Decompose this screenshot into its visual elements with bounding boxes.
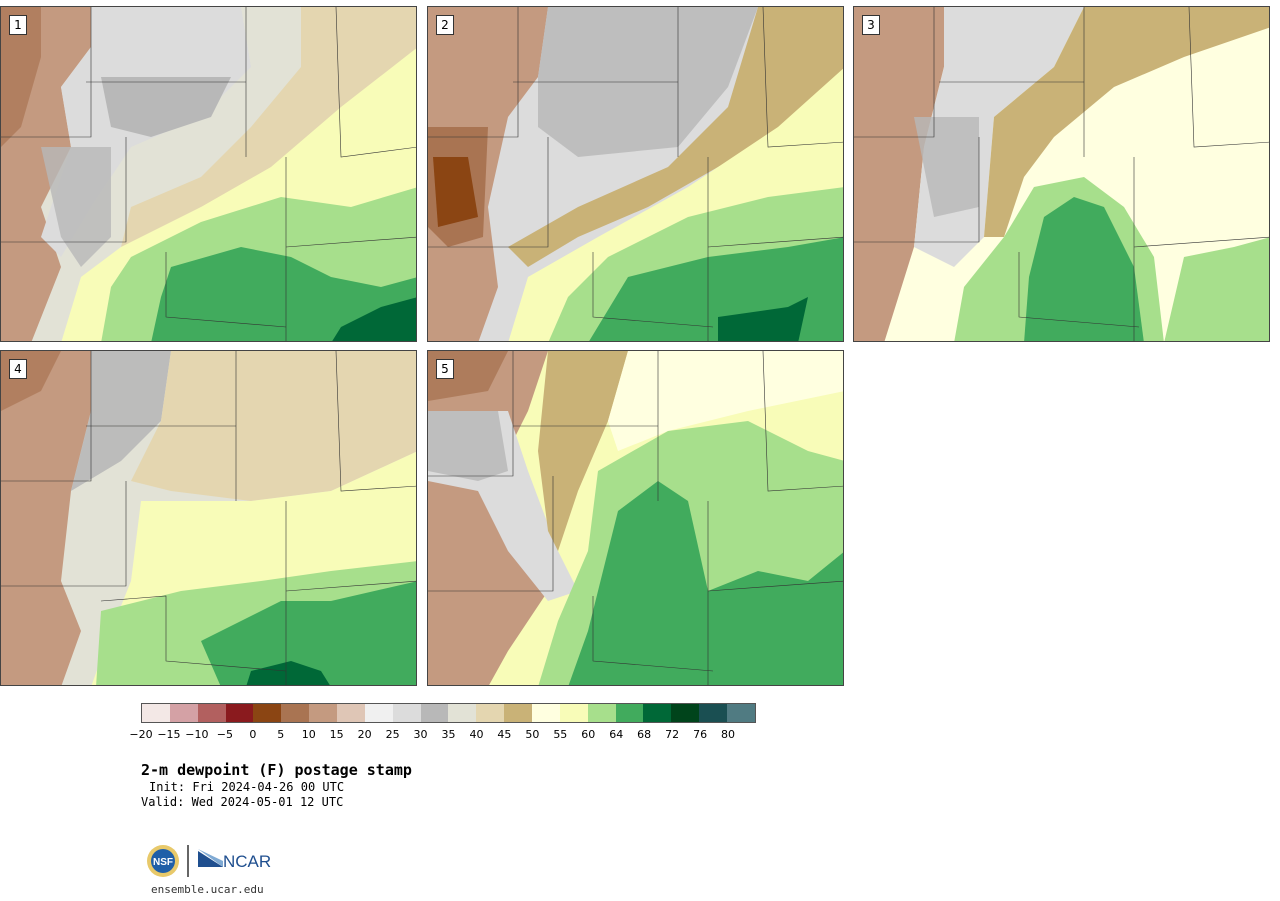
map-2: [428, 7, 843, 341]
colorbar-tick-label: −10: [185, 728, 209, 741]
panel-number: 2: [436, 15, 454, 35]
colorbar-tick-label: 30: [413, 728, 428, 741]
colorbar-swatch: [309, 704, 338, 722]
colorbar-tick-label: 35: [441, 728, 456, 741]
map-5: [428, 351, 843, 685]
nsf-logo-text: NSF: [153, 857, 173, 868]
colorbar-tick-label: 64: [609, 728, 624, 741]
map-4: [1, 351, 416, 685]
colorbar-tick-label: 72: [665, 728, 680, 741]
colorbar: [141, 703, 756, 723]
colorbar-swatch: [253, 704, 282, 722]
colorbar-swatch: [727, 704, 755, 722]
colorbar-tick-label: 68: [637, 728, 652, 741]
stamp-panel-4: 4: [0, 350, 417, 686]
colorbar-swatch: [364, 704, 393, 722]
colorbar-tick-label: 55: [553, 728, 568, 741]
colorbar-swatch: [281, 704, 310, 722]
valid-time: Valid: Wed 2024-05-01 12 UTC: [141, 795, 344, 809]
colorbar-swatch: [337, 704, 365, 722]
colorbar-swatch: [532, 704, 560, 722]
colorbar-tick-label: 10: [301, 728, 316, 741]
colorbar-tick-label: 80: [721, 728, 736, 741]
colorbar-tick-label: 50: [525, 728, 540, 741]
colorbar-swatch: [587, 704, 616, 722]
panel-number: 5: [436, 359, 454, 379]
stamp-panel-2: 2: [427, 6, 844, 342]
colorbar-swatch: [448, 704, 477, 722]
colorbar-tick-labels: −20 −15 −10 −5 0 5 10 15 20 25 30 35 40 45 50 55 60 64 68 7…: [129, 728, 756, 742]
colorbar-tick-label: 76: [693, 728, 708, 741]
colorbar-tick-label: −15: [157, 728, 181, 741]
stamp-panel-1: 1: [0, 6, 417, 342]
colorbar-swatch: [476, 704, 505, 722]
colorbar-tick-label: 15: [329, 728, 344, 741]
colorbar-tick-label: 40: [469, 728, 484, 741]
colorbar-swatch: [671, 704, 700, 722]
colorbar-swatch: [504, 704, 533, 722]
map-1: [1, 7, 416, 341]
colorbar-swatch: [197, 704, 226, 722]
colorbar-swatch: [643, 704, 672, 722]
panel-number: 4: [9, 359, 27, 379]
ncar-logo-text: NCAR: [223, 852, 271, 871]
colorbar-swatch: [615, 704, 644, 722]
colorbar-swatch: [420, 704, 449, 722]
panel-number: 1: [9, 15, 27, 35]
colorbar-tick-label: 5: [277, 728, 285, 741]
stamp-panel-3: 3: [853, 6, 1270, 342]
colorbar-swatch: [392, 704, 421, 722]
colorbar-swatch: [169, 704, 198, 722]
site-url: ensemble.ucar.edu: [151, 883, 264, 896]
colorbar-tick-label: 0: [249, 728, 257, 741]
nsf-ncar-logo: NSF NCAR: [145, 843, 275, 883]
colorbar-tick-label: −20: [129, 728, 153, 741]
init-time: Init: Fri 2024-04-26 00 UTC: [149, 780, 345, 794]
colorbar-swatch: [699, 704, 728, 722]
colorbar-tick-label: 60: [581, 728, 596, 741]
colorbar-tick-label: −5: [216, 728, 233, 741]
stamp-panel-5: 5: [427, 350, 844, 686]
colorbar-swatch: [225, 704, 254, 722]
plot-title: 2-m dewpoint (F) postage stamp: [141, 761, 412, 779]
map-3: [854, 7, 1269, 341]
colorbar-tick-label: 20: [357, 728, 372, 741]
colorbar-tick-label: 45: [497, 728, 512, 741]
colorbar-swatch: [559, 704, 588, 722]
panel-number: 3: [862, 15, 880, 35]
colorbar-tick-label: 25: [385, 728, 400, 741]
colorbar-swatch: [142, 704, 170, 722]
